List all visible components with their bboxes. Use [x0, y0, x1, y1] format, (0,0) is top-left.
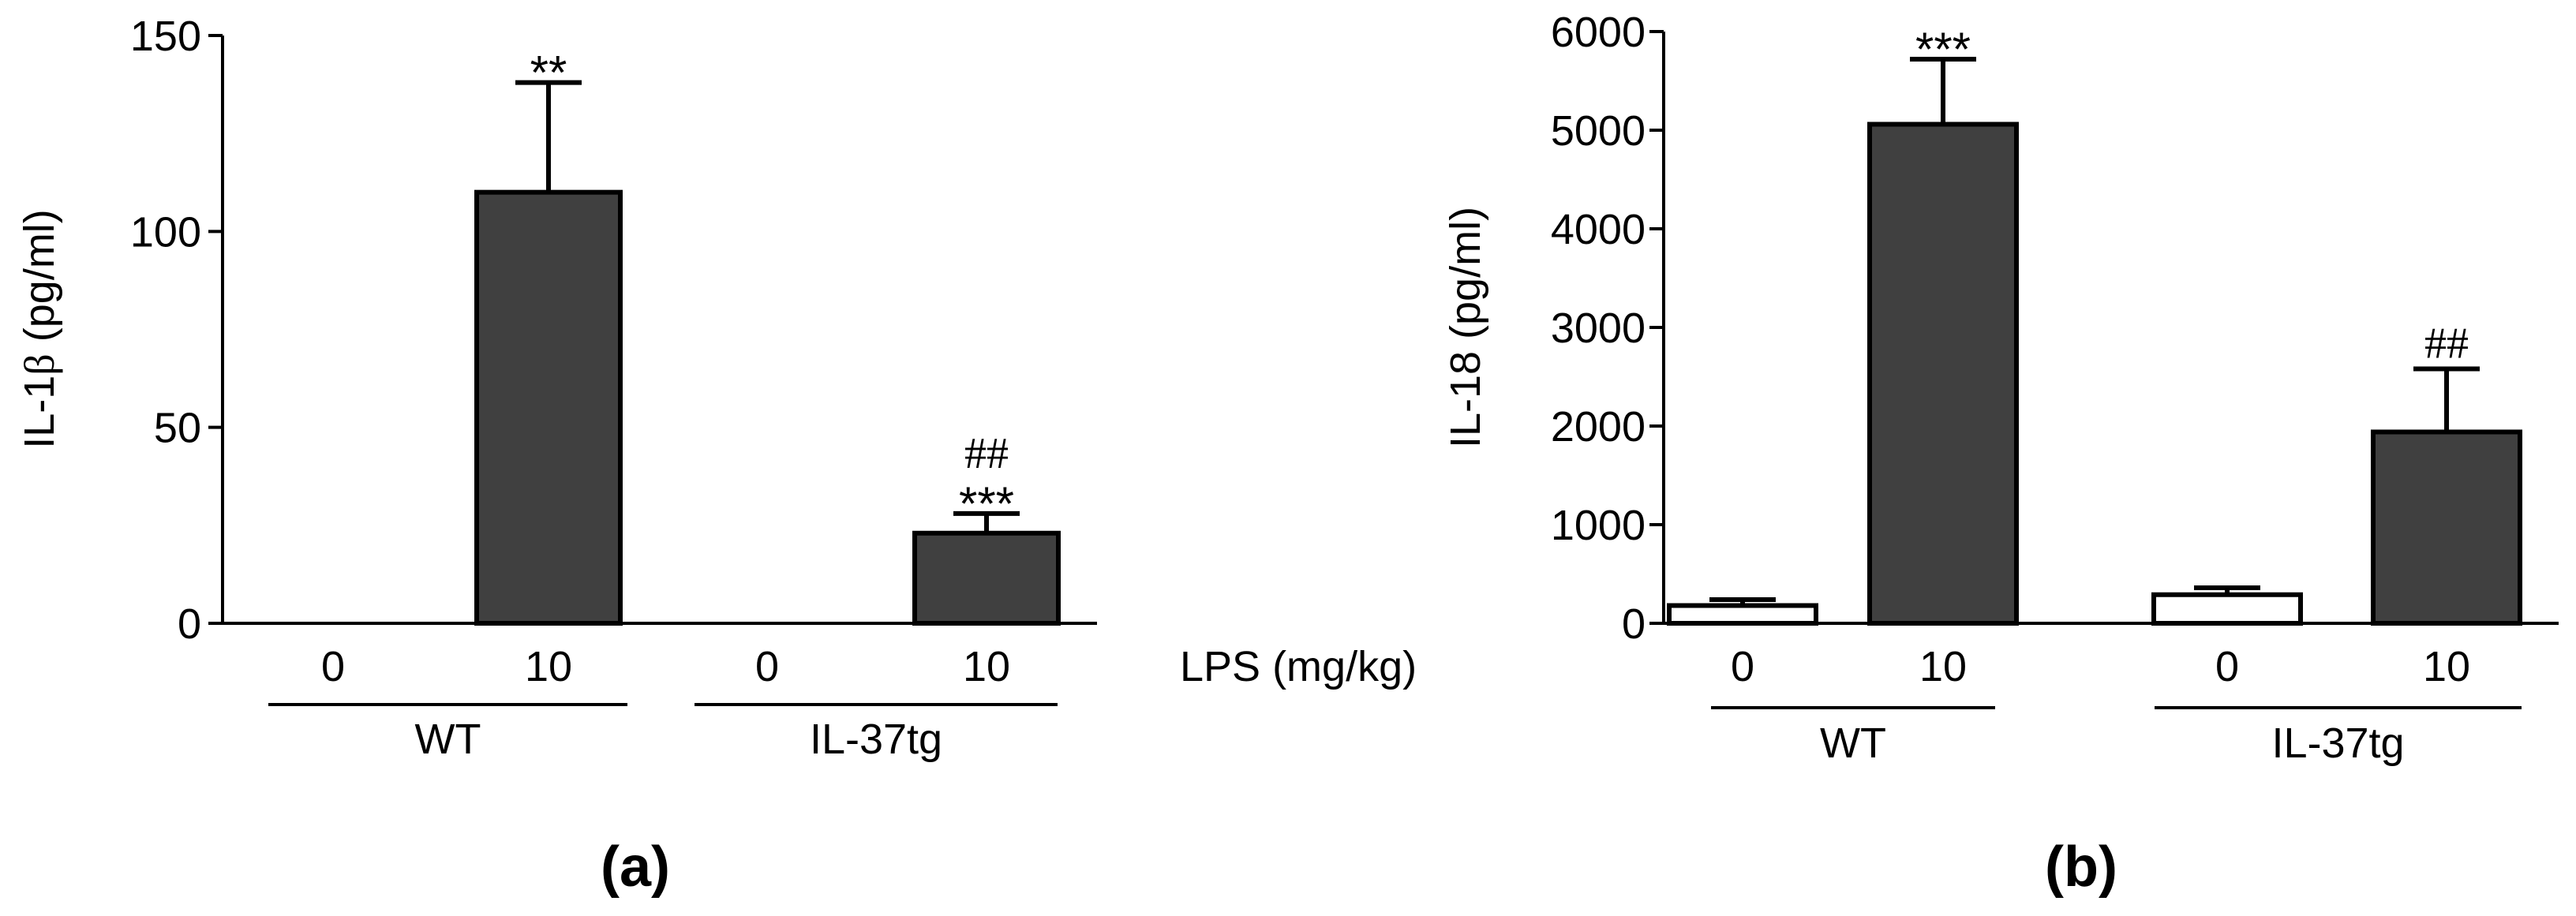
bar	[1667, 603, 1818, 626]
significance-hash: ##	[964, 429, 1009, 478]
x-tick-label: 0	[321, 643, 345, 690]
significance-stars: ***	[1915, 23, 1971, 76]
group-brackets: WT IL-37tg	[1711, 706, 2522, 767]
x-tick-label: 10	[1919, 643, 1967, 690]
x-unit-label: LPS (mg/kg)	[1180, 643, 1417, 690]
x-tick-label: 10	[2423, 643, 2470, 690]
group-label: WT	[1820, 720, 1886, 767]
y-tick-label: 50	[154, 405, 201, 452]
x-tick-label: 10	[963, 643, 1010, 690]
y-tick-label: 1000	[1551, 502, 1646, 549]
x-tick-labels: 0 10 0 10	[1731, 643, 2470, 690]
y-ticks: 0 1000 2000 3000 4000 5000 6000	[1551, 9, 1664, 648]
x-tick-labels: 0 10 0 10	[321, 643, 1010, 690]
panel-label-b: (b)	[2045, 836, 2117, 899]
y-tick-label: 5000	[1551, 107, 1646, 155]
panel-b-chart: 0 1000 2000 3000 4000 5000 6000 *** ## 0 10 0 10 W…	[1442, 9, 2559, 899]
y-tick-label: 0	[178, 600, 201, 648]
group-label: IL-37tg	[2271, 720, 2404, 767]
significance-stars: **	[530, 47, 567, 99]
panel-label-a: (a)	[601, 836, 670, 899]
bar	[2371, 429, 2522, 626]
significance-hash: ##	[2424, 320, 2469, 368]
y-axis-title: IL-1β (pg/ml)	[16, 209, 63, 449]
y-ticks: 0 50 100 150	[130, 13, 223, 648]
x-tick-label: 0	[1731, 643, 1754, 690]
bar	[2151, 592, 2303, 626]
y-axis-title: IL-18 (pg/ml)	[1442, 207, 1489, 448]
significance-stars: ***	[959, 477, 1014, 530]
y-tick-label: 100	[130, 208, 201, 256]
x-tick-label: 0	[755, 643, 779, 690]
y-tick-label: 2000	[1551, 403, 1646, 451]
y-tick-label: 150	[130, 13, 201, 60]
y-tick-label: 0	[1622, 600, 1646, 648]
bars: *** ##	[1667, 23, 2522, 626]
bar	[474, 189, 623, 626]
group-brackets: WT IL-37tg	[268, 703, 1058, 763]
bars: *****##	[474, 47, 1061, 626]
bar	[912, 530, 1061, 626]
x-tick-label: 10	[525, 643, 572, 690]
group-label: WT	[415, 716, 481, 763]
bar	[1867, 122, 2019, 626]
y-tick-label: 3000	[1551, 305, 1646, 352]
y-tick-label: 6000	[1551, 9, 1646, 56]
x-tick-label: 0	[2215, 643, 2239, 690]
group-label: IL-37tg	[810, 716, 942, 763]
y-tick-label: 4000	[1551, 206, 1646, 253]
